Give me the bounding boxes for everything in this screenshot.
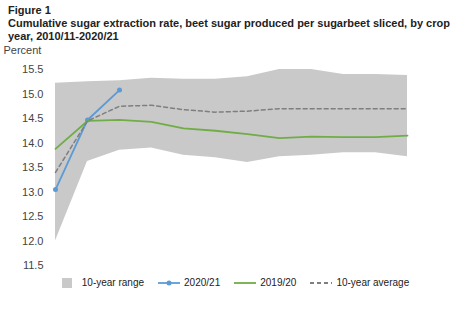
- svg-text:12.0: 12.0: [22, 235, 43, 247]
- html-text:2020/21: 2020/21: [184, 277, 221, 288]
- svg-text:Percent: Percent: [4, 44, 42, 56]
- html-text:Cumulative sugar extraction ra: Cumulative sugar extraction rate, beet s…: [8, 17, 450, 42]
- svg-text:13.0: 13.0: [22, 186, 43, 198]
- svg-text:15.5: 15.5: [22, 63, 43, 75]
- svg-text:14.5: 14.5: [22, 112, 43, 124]
- svg-text:13.5: 13.5: [22, 161, 43, 173]
- html-text:Figure 1: Figure 1: [8, 4, 51, 16]
- svg-text:11.5: 11.5: [23, 259, 44, 271]
- svg-text:15.0: 15.0: [22, 88, 43, 100]
- html-text:10-year average: 10-year average: [336, 277, 410, 288]
- html-text:10-year range: 10-year range: [81, 277, 145, 288]
- html-text:2019/20: 2019/20: [260, 277, 297, 288]
- svg-text:14.0: 14.0: [22, 137, 43, 149]
- svg-text:12.5: 12.5: [22, 210, 43, 222]
